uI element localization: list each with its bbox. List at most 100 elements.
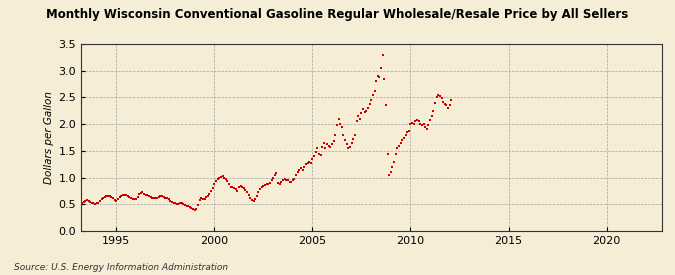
Point (202, 194, 213, 199)
Y-axis label: Dollars per Gallon: Dollars per Gallon (45, 91, 54, 184)
Point (439, 102, 450, 106)
Point (265, 181, 275, 185)
Point (273, 181, 284, 185)
Point (284, 180, 295, 184)
Point (420, 125, 431, 129)
Point (331, 123, 342, 127)
Point (122, 194, 133, 198)
Point (288, 178, 298, 182)
Point (377, 53, 388, 57)
Point (80, 198, 90, 203)
Point (362, 106, 373, 110)
Point (85, 199, 96, 204)
Point (260, 182, 271, 187)
Point (387, 165, 398, 169)
Point (178, 202, 189, 207)
Point (217, 174, 228, 178)
Point (106, 195, 117, 200)
Point (286, 180, 296, 184)
Point (191, 206, 202, 211)
Point (109, 198, 120, 202)
Point (390, 151, 401, 156)
Point (150, 196, 161, 200)
Point (145, 195, 156, 200)
Point (126, 196, 136, 200)
Point (186, 206, 197, 210)
Point (238, 186, 249, 191)
Point (183, 204, 194, 209)
Point (198, 197, 209, 201)
Point (266, 178, 277, 182)
Point (404, 128, 414, 133)
Point (160, 196, 171, 200)
Point (128, 197, 138, 201)
Point (196, 196, 207, 200)
Point (74, 202, 84, 207)
Point (433, 93, 443, 97)
Point (215, 174, 226, 179)
Point (219, 176, 230, 180)
Point (114, 195, 125, 200)
Point (223, 182, 234, 186)
Point (111, 198, 122, 203)
Point (346, 141, 357, 145)
Point (418, 122, 429, 126)
Point (353, 114, 364, 118)
Point (134, 191, 144, 196)
Point (148, 196, 159, 200)
Point (359, 110, 370, 115)
Point (292, 170, 303, 174)
Point (428, 109, 439, 113)
Point (392, 146, 403, 150)
Point (297, 167, 308, 172)
Point (300, 162, 311, 166)
Point (206, 189, 217, 193)
Point (88, 201, 99, 205)
Point (243, 192, 254, 197)
Point (389, 159, 400, 164)
Point (207, 186, 218, 191)
Point (342, 142, 352, 147)
Point (405, 122, 416, 126)
Point (211, 179, 221, 183)
Point (308, 154, 319, 158)
Point (376, 66, 387, 70)
Point (159, 195, 169, 199)
Point (232, 189, 242, 193)
Point (105, 194, 115, 199)
Point (95, 199, 105, 203)
Point (356, 111, 367, 116)
Point (144, 194, 155, 199)
Point (83, 198, 94, 203)
Point (181, 204, 192, 208)
Point (155, 194, 166, 199)
Point (175, 201, 186, 205)
Point (200, 195, 211, 200)
Point (252, 194, 263, 199)
Point (281, 177, 292, 182)
Point (279, 177, 290, 182)
Point (438, 100, 449, 104)
Point (291, 173, 302, 177)
Point (248, 198, 259, 203)
Point (441, 103, 452, 108)
Point (350, 133, 360, 137)
Point (188, 207, 198, 211)
Point (117, 192, 128, 197)
Point (204, 191, 215, 196)
Point (325, 144, 335, 149)
Point (180, 203, 190, 208)
Point (240, 188, 251, 192)
Point (413, 119, 424, 124)
Point (194, 198, 205, 202)
Point (86, 200, 97, 205)
Point (245, 196, 256, 200)
Point (199, 197, 210, 201)
Point (314, 151, 325, 156)
Point (294, 167, 304, 172)
Point (121, 192, 132, 197)
Point (345, 144, 356, 149)
Point (124, 195, 135, 199)
Point (415, 122, 426, 126)
Text: Source: U.S. Energy Information Administration: Source: U.S. Energy Information Administ… (14, 263, 227, 272)
